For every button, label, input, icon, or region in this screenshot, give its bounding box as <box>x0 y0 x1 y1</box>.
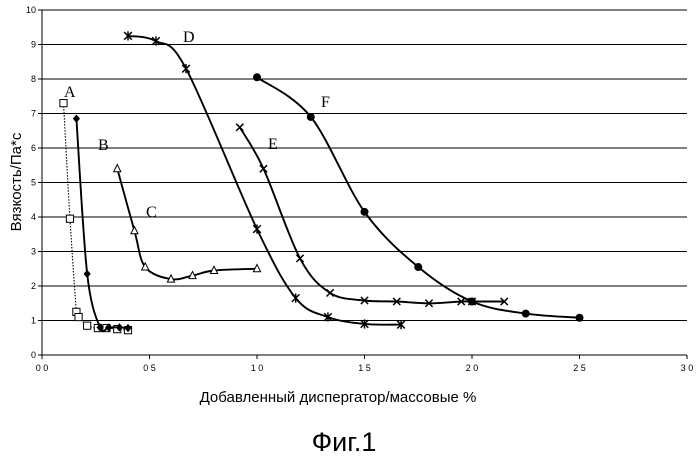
y-tick-label: 9 <box>31 40 36 50</box>
data-point-a <box>66 215 73 222</box>
y-tick-labels: 0 1 2 3 4 5 6 7 8 9 10 <box>26 5 36 360</box>
annotation-a: A <box>64 84 76 101</box>
data-point-a <box>75 313 82 320</box>
y-tick-label: 2 <box>31 281 36 291</box>
annotation-f: F <box>321 94 330 111</box>
data-point-e <box>327 289 334 296</box>
data-point-series-2 <box>73 114 80 122</box>
y-tick-label: 10 <box>26 5 36 15</box>
gridlines <box>42 10 687 321</box>
y-tick-label: 0 <box>31 350 36 360</box>
data-point-f <box>414 263 422 271</box>
axes <box>38 10 687 359</box>
data-point-d <box>253 224 261 233</box>
x-tick-label: 2 5 <box>573 363 586 373</box>
y-tick-label: 4 <box>31 212 36 222</box>
data-point-e <box>296 255 303 262</box>
y-tick-label: 3 <box>31 247 36 257</box>
y-tick-label: 1 <box>31 316 36 326</box>
annotation-b: B <box>98 137 109 154</box>
data-point-e <box>236 124 243 131</box>
data-point-d <box>152 36 160 45</box>
y-axis-title: Вязкость/Па*с <box>8 132 25 231</box>
figure-caption: Фиг.1 <box>312 427 377 457</box>
x-tick-labels: 0 0 0 5 1 0 1 5 2 0 2 5 3 0 <box>36 363 694 373</box>
series-line-c <box>117 169 257 280</box>
data-point-f <box>253 73 261 81</box>
y-tick-label: 8 <box>31 74 36 84</box>
x-tick-label: 1 5 <box>358 363 371 373</box>
data-point-f <box>468 298 476 306</box>
x-tick-label: 0 5 <box>143 363 156 373</box>
data-point-f <box>576 314 584 322</box>
y-tick-label: 7 <box>31 109 36 119</box>
x-tick-label: 0 0 <box>36 363 49 373</box>
data-point-f <box>522 310 530 318</box>
x-tick-label: 3 0 <box>681 363 694 373</box>
series-d <box>124 31 405 329</box>
data-point-c <box>114 165 121 172</box>
annotation-e: E <box>268 136 278 153</box>
data-point-c <box>131 227 138 234</box>
data-point-series-2 <box>84 270 91 278</box>
y-tick-label: 5 <box>31 178 36 188</box>
data-point-f <box>307 113 315 121</box>
data-point-f <box>361 208 369 216</box>
x-tick-label: 2 0 <box>466 363 479 373</box>
data-point-d <box>292 293 300 302</box>
data-point-a <box>84 322 91 329</box>
data-point-d <box>182 64 190 73</box>
y-tick-label: 6 <box>31 143 36 153</box>
x-tick-label: 1 0 <box>251 363 264 373</box>
series-line-e <box>240 127 505 303</box>
data-point-e <box>260 165 267 172</box>
annotation-d: D <box>183 29 195 46</box>
annotation-c: C <box>146 204 157 221</box>
series-f <box>253 73 584 321</box>
x-axis-title: Добавленный диспергатор/массовые % <box>200 389 477 406</box>
